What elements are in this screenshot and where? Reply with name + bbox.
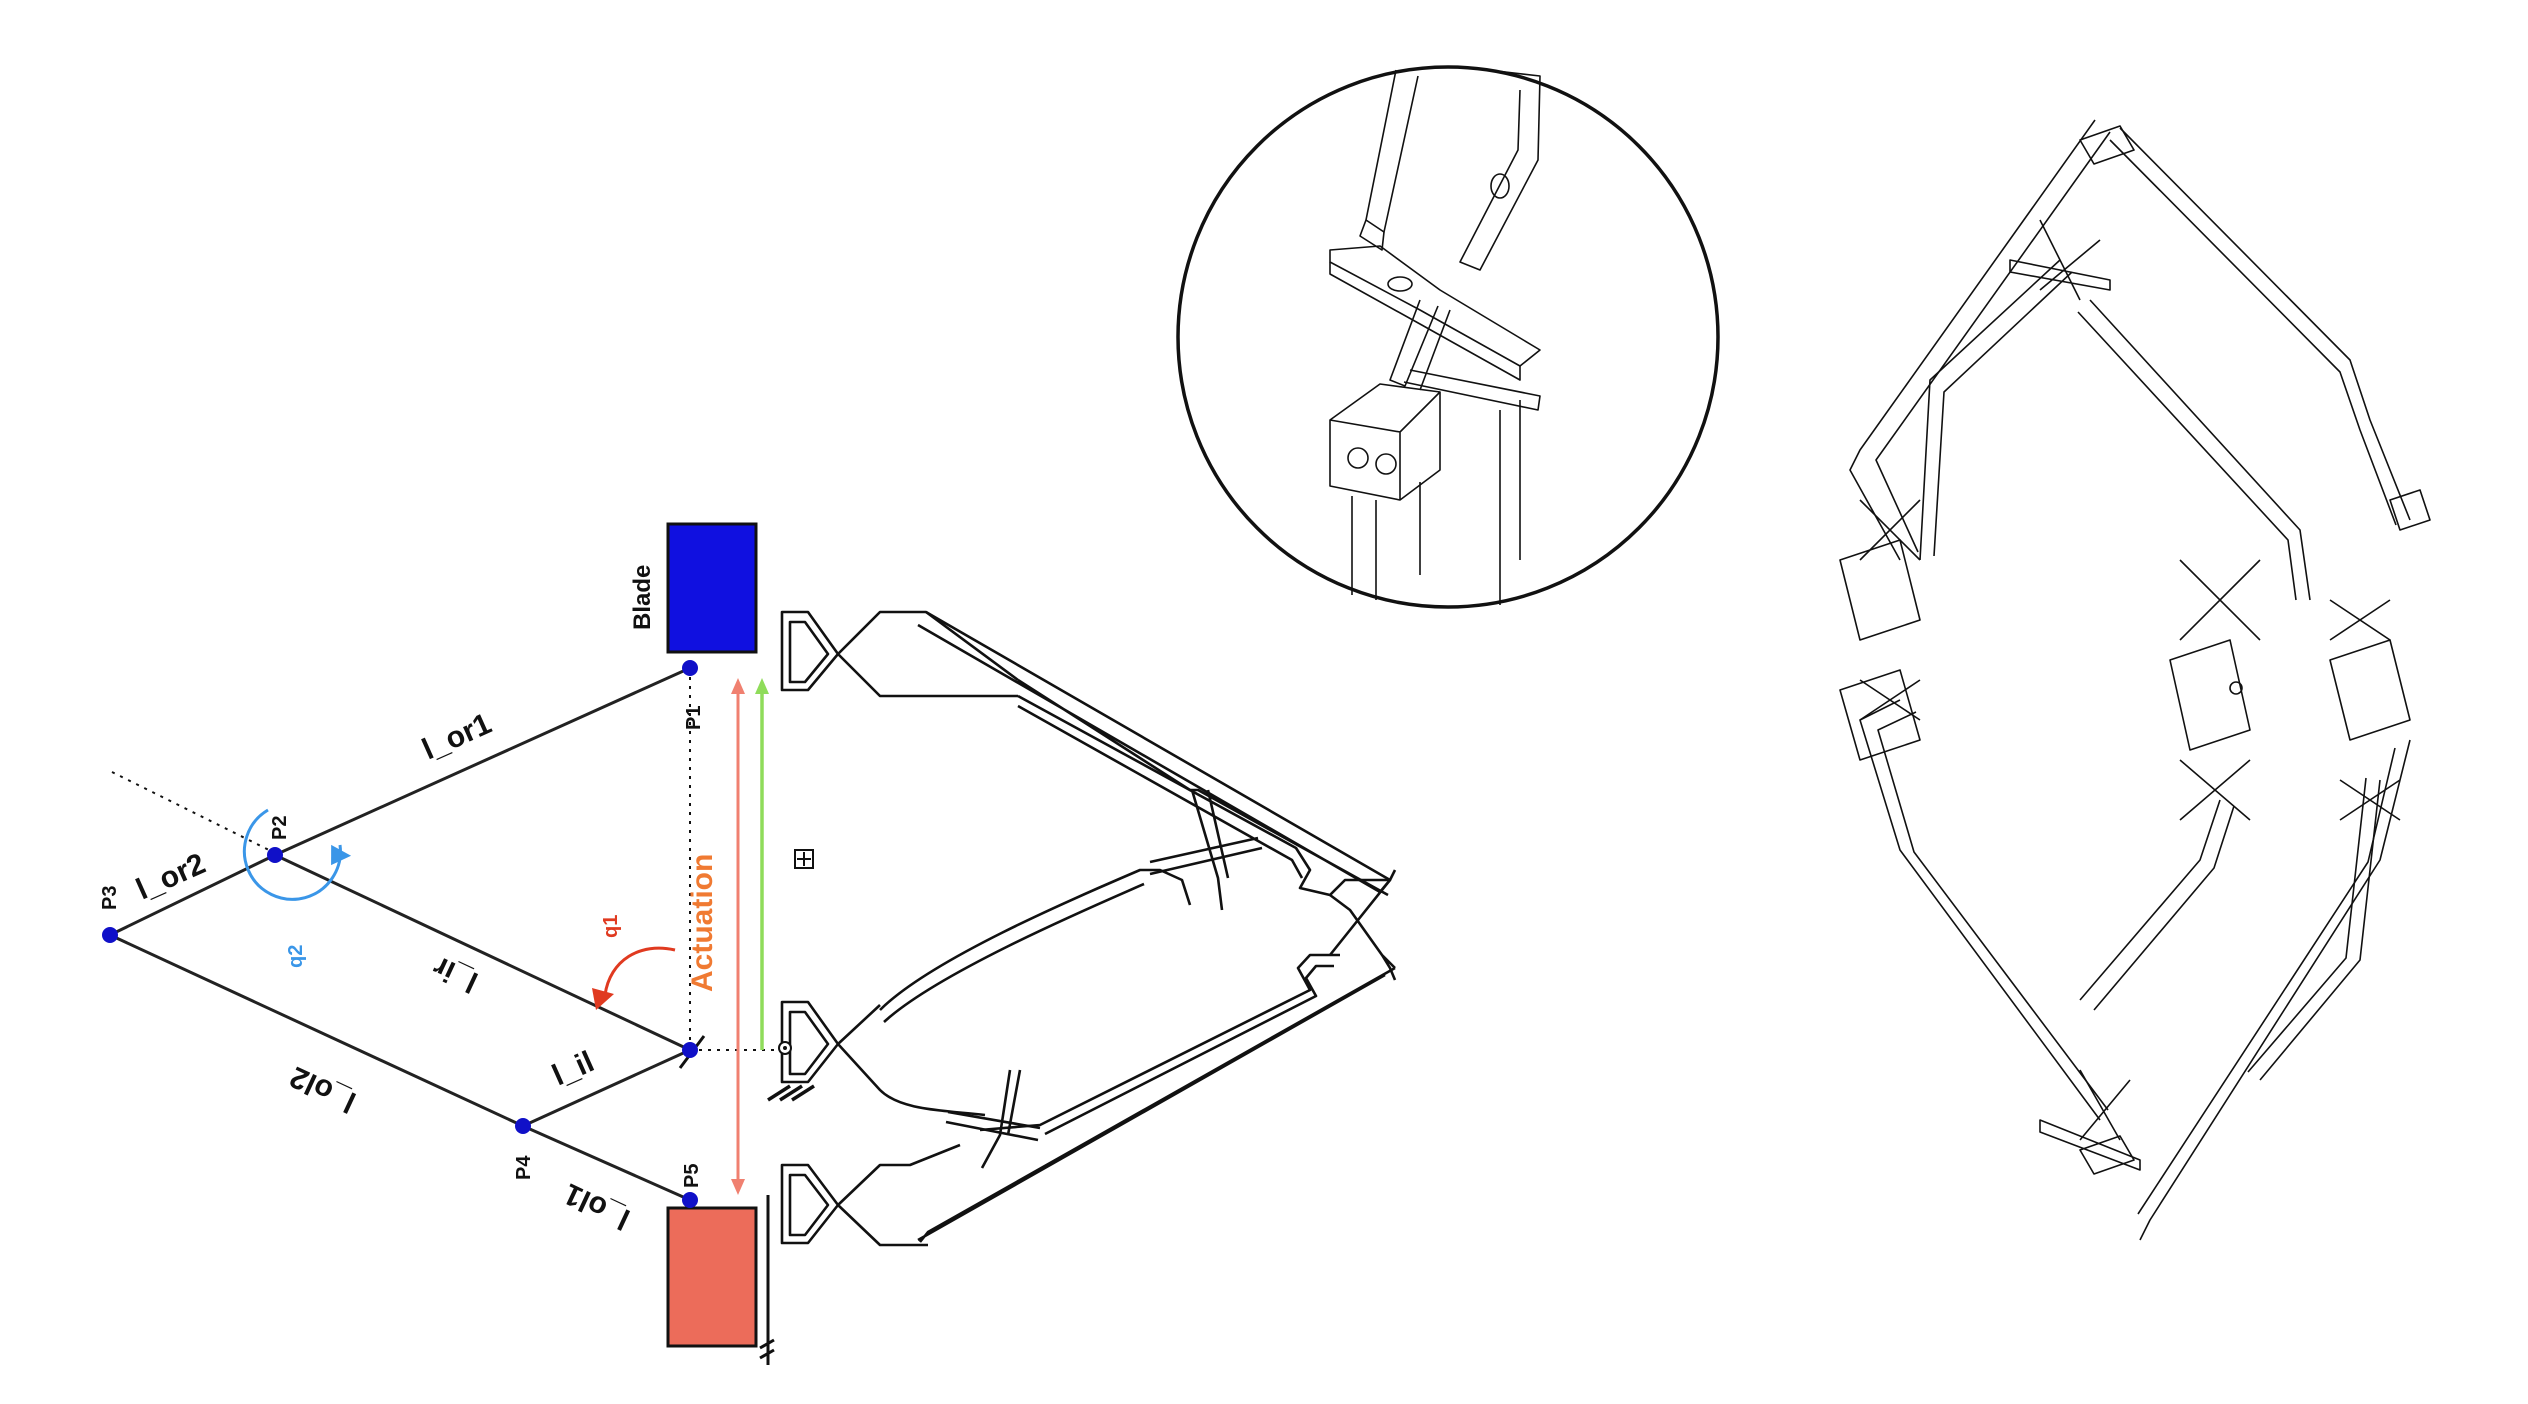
joint-p3 — [102, 927, 118, 943]
joint-center — [682, 1042, 698, 1058]
label-p1: P1 — [683, 706, 705, 730]
actuation-arrow — [731, 678, 745, 1195]
bottom-flexure — [837, 1143, 961, 1247]
top-clamp — [780, 610, 840, 692]
upper-inner-arm — [1017, 694, 1390, 897]
outer-rail-right-top — [2109, 127, 2411, 526]
mount-tab-right — [2389, 489, 2431, 531]
link-l-ol1 — [522, 1124, 691, 1202]
q1-angle-arrow — [592, 946, 676, 1010]
top-flexure — [837, 610, 1019, 698]
joint-p2 — [267, 847, 283, 863]
middle-inner-loop — [879, 868, 1192, 1023]
label-p4: P4 — [513, 1155, 535, 1180]
inner-rail-right-bottom — [2247, 777, 2381, 1081]
upper-outer-arm — [917, 610, 1392, 897]
label-p5: P5 — [681, 1164, 703, 1188]
center-cross — [2179, 559, 2261, 821]
center-pivot — [2229, 681, 2243, 695]
link-l-ir — [274, 853, 691, 1052]
joint-p5 — [682, 1192, 698, 1208]
detail-hinge-drawing — [1329, 69, 1541, 605]
mount-tab-top — [2079, 125, 2135, 165]
detail-circle — [1176, 65, 1720, 609]
joint-p1 — [682, 660, 698, 676]
right-joint — [1328, 879, 1397, 981]
lower-outer-arm — [917, 869, 1397, 1243]
left-cross — [1859, 499, 1921, 721]
q2-angle-arrow — [242, 808, 352, 901]
label-p3: P3 — [99, 886, 121, 910]
label-q2: q2 — [285, 945, 307, 968]
isometric-assembly — [1839, 119, 2431, 1241]
label-actuation: Actuation — [686, 854, 719, 992]
upper-cross — [1149, 789, 1263, 911]
label-q1: q1 — [600, 915, 622, 938]
pivot-pin-center — [783, 1046, 787, 1050]
middle-clamp — [780, 1000, 840, 1084]
kinematic-schematic: Blade P1 P2 P3 P4 P5 l_or1 l_or2 l_ir l_… — [99, 522, 782, 1365]
label-l-or2: l_or2 — [131, 847, 210, 906]
middle-ground-hatch — [767, 1084, 815, 1102]
extension-dotted-line — [111, 771, 276, 854]
label-l-ol2: l_ol2 — [285, 1060, 361, 1119]
link-l-or1 — [274, 666, 691, 857]
bottom-clamp — [780, 1163, 840, 1245]
outer-rail-left-bottom — [1859, 699, 2109, 1121]
outer-rail-right-bottom — [2137, 739, 2411, 1241]
mount-tab-bottom — [2079, 1135, 2135, 1175]
label-l-il: l_il — [547, 1045, 599, 1092]
middle-flexure — [837, 1004, 986, 1117]
label-l-ir: l_ir — [428, 949, 483, 998]
label-l-or1: l_or1 — [417, 707, 496, 766]
left-clamp-upper — [1839, 539, 1921, 641]
label-l-ol1: l_ol1 — [559, 1177, 635, 1236]
cross-link-bottom — [2039, 1069, 2141, 1171]
output-arrow — [755, 678, 769, 1050]
center-marker-icon — [794, 849, 814, 869]
label-blade: Blade — [629, 565, 656, 630]
right-cross — [2329, 599, 2401, 821]
inner-rail-left-top — [1919, 259, 2073, 561]
detail-callout — [1176, 65, 1720, 609]
inner-rail-right-top — [2077, 299, 2311, 601]
lower-cross — [945, 1069, 1041, 1169]
outer-rail-left-top — [1849, 119, 2111, 561]
base-block — [666, 1206, 758, 1348]
joint-p4 — [515, 1118, 531, 1134]
right-clamp-upper — [2329, 639, 2411, 741]
blade-block — [666, 522, 758, 654]
link-l-il — [522, 1048, 691, 1128]
cross-link-top — [2009, 219, 2111, 301]
inner-rail-left-bottom — [2079, 799, 2235, 1011]
link-l-ol2 — [109, 933, 524, 1128]
center-clamp — [2169, 639, 2251, 751]
lower-inner-arm — [979, 953, 1340, 1136]
left-clamp-lower — [1839, 669, 1921, 761]
base-ground-hatch — [759, 1195, 775, 1365]
label-p2: P2 — [269, 816, 291, 840]
compliant-mechanism-drawing — [767, 610, 1397, 1247]
